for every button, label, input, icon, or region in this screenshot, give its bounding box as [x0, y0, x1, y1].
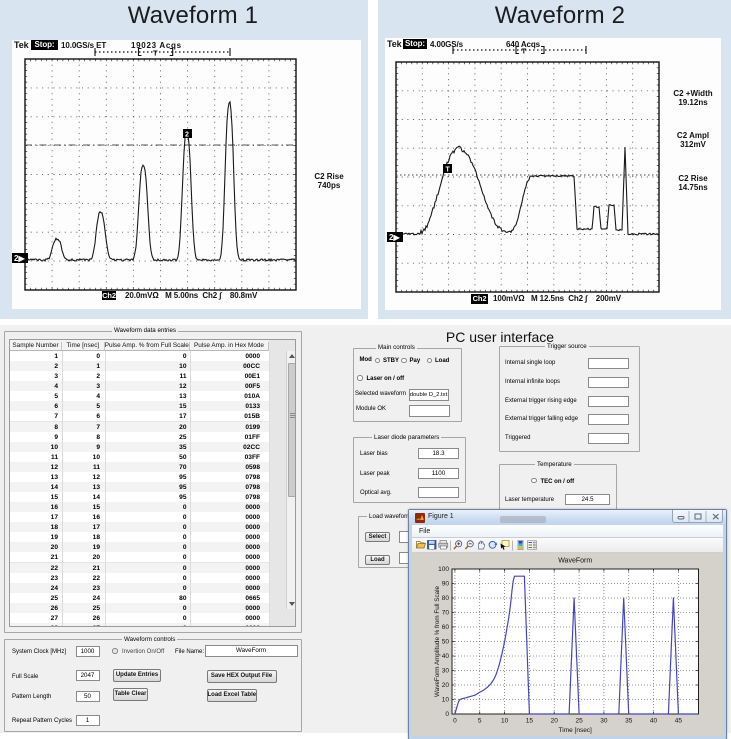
svg-text:80: 80: [442, 595, 450, 602]
svg-text:100: 100: [438, 566, 449, 573]
svg-text:45: 45: [675, 718, 683, 725]
svg-text:0: 0: [445, 711, 449, 718]
svg-text:25: 25: [575, 718, 583, 725]
svg-text:40: 40: [650, 718, 658, 725]
svg-text:WaveForm Amplitude % from Full: WaveForm Amplitude % from Full Scale: [434, 585, 441, 697]
svg-text:10: 10: [442, 697, 450, 704]
svg-text:30: 30: [442, 668, 450, 675]
svg-text:50: 50: [442, 639, 450, 646]
svg-text:60: 60: [442, 624, 450, 631]
svg-text:Time [nsec]: Time [nsec]: [559, 727, 593, 734]
svg-text:T: T: [446, 167, 451, 174]
svg-text:T: T: [522, 47, 527, 56]
svg-text:T: T: [153, 49, 158, 58]
svg-text:2▶: 2▶: [389, 233, 400, 242]
svg-text:WaveForm: WaveForm: [558, 558, 592, 565]
svg-text:5: 5: [478, 718, 482, 725]
svg-text:2: 2: [185, 132, 189, 139]
svg-text:10: 10: [501, 718, 509, 725]
svg-text:30: 30: [600, 718, 608, 725]
svg-text:35: 35: [625, 718, 633, 725]
svg-text:2▶: 2▶: [14, 254, 25, 263]
svg-text:90: 90: [442, 581, 450, 588]
svg-text:70: 70: [442, 610, 450, 617]
svg-text:20: 20: [551, 718, 559, 725]
svg-text:15: 15: [526, 718, 534, 725]
svg-text:0: 0: [453, 718, 457, 725]
svg-text:40: 40: [442, 653, 450, 660]
svg-text:20: 20: [442, 682, 450, 689]
